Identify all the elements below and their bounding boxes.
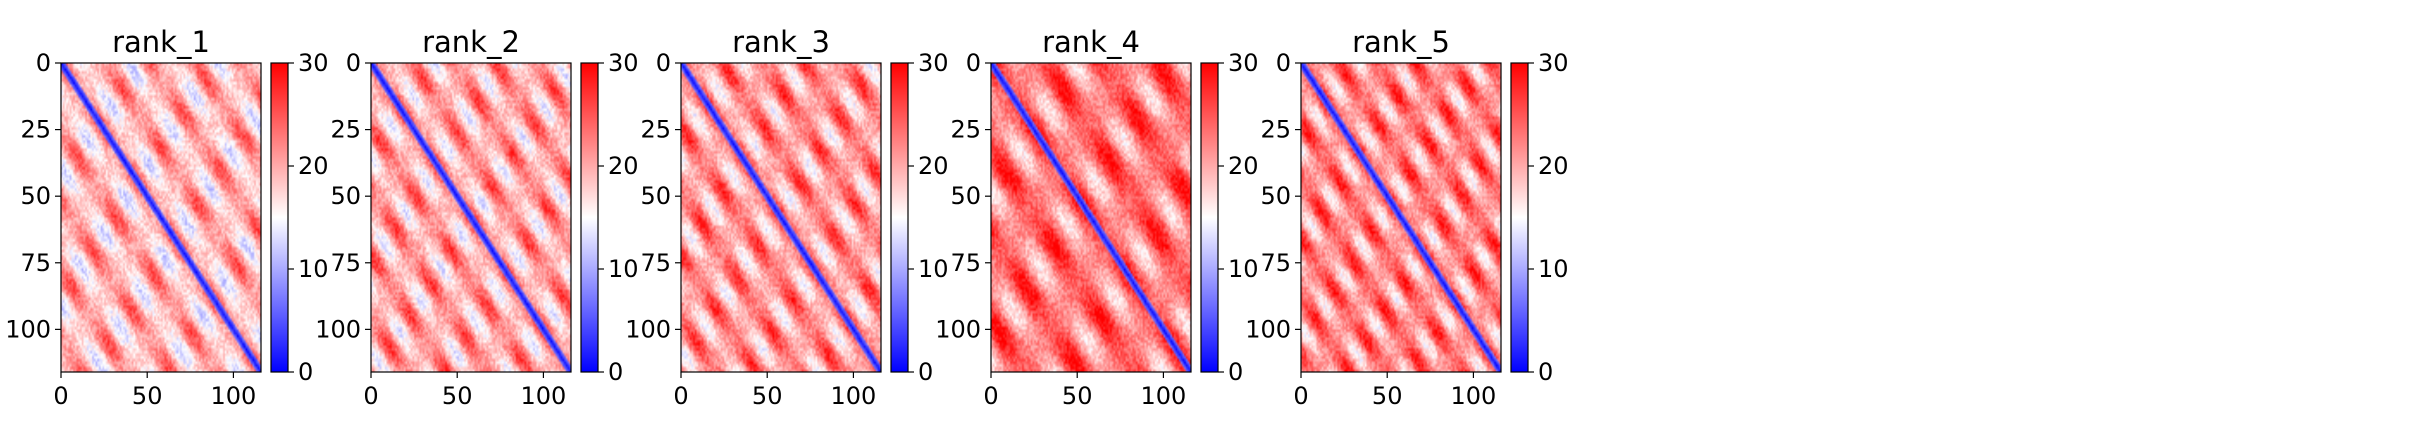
colorbar (1200, 62, 1219, 373)
x-tick-label: 0 (1293, 382, 1308, 410)
colorbar-tick-label: 10 (918, 255, 949, 283)
colorbar-tick-label: 0 (298, 358, 313, 386)
y-tick-label: 25 (330, 116, 361, 144)
panel-rank_1: rank_1 0 50 100 0 25 50 75 100 0 10 20 30 (5, 25, 328, 410)
heatmap-image (991, 63, 1191, 372)
y-tick-label: 75 (330, 249, 361, 277)
colorbar-tick-label: 20 (918, 152, 949, 180)
colorbar-tick-label: 10 (1228, 255, 1259, 283)
colorbar-tick-label: 20 (298, 152, 329, 180)
x-tick-label: 0 (673, 382, 688, 410)
x-tick-label: 100 (1451, 382, 1497, 410)
panel-rank_4: rank_4 0 50 100 0 25 50 75 100 0 10 20 30 (935, 25, 1258, 410)
heatmap-image (61, 63, 261, 372)
colorbar-tick-label: 30 (1538, 49, 1569, 77)
x-tick-label: 100 (1141, 382, 1187, 410)
colorbar (1510, 62, 1529, 373)
x-tick-label: 50 (132, 382, 163, 410)
plot-frame (680, 62, 882, 373)
x-tick-label: 100 (521, 382, 567, 410)
colorbar (580, 62, 599, 373)
colorbar-tick-label: 0 (608, 358, 623, 386)
panel-title: rank_2 (422, 25, 520, 59)
x-tick-label: 50 (442, 382, 473, 410)
y-tick-label: 25 (640, 116, 671, 144)
y-tick-label: 50 (20, 182, 51, 210)
y-tick-label: 100 (315, 315, 361, 343)
plot-frame (60, 62, 262, 373)
y-tick-label: 100 (935, 315, 981, 343)
y-tick-label: 0 (1276, 49, 1291, 77)
x-tick-label: 0 (363, 382, 378, 410)
y-tick-label: 50 (950, 182, 981, 210)
x-tick-label: 0 (53, 382, 68, 410)
x-tick-label: 100 (211, 382, 257, 410)
panel-rank_2: rank_2 0 50 100 0 25 50 75 100 0 10 20 30 (315, 25, 638, 410)
x-tick-label: 50 (752, 382, 783, 410)
y-tick-label: 100 (1245, 315, 1291, 343)
plot-frame (370, 62, 572, 373)
y-tick-label: 0 (656, 49, 671, 77)
heatmap-image (681, 63, 881, 372)
y-tick-label: 50 (330, 182, 361, 210)
y-tick-label: 25 (950, 116, 981, 144)
y-tick-label: 25 (20, 116, 51, 144)
colorbar-tick-label: 0 (1538, 358, 1553, 386)
x-tick-label: 0 (983, 382, 998, 410)
y-tick-label: 50 (640, 182, 671, 210)
y-tick-label: 25 (1260, 116, 1291, 144)
y-tick-label: 75 (1260, 249, 1291, 277)
panel-title: rank_1 (112, 25, 210, 59)
panel-title: rank_3 (732, 25, 830, 59)
x-tick-label: 100 (831, 382, 877, 410)
y-tick-label: 0 (346, 49, 361, 77)
colorbar-tick-label: 20 (1538, 152, 1569, 180)
y-tick-label: 75 (950, 249, 981, 277)
heatmap-image (1301, 63, 1501, 372)
colorbar-tick-label: 10 (1538, 255, 1569, 283)
y-tick-label: 100 (625, 315, 671, 343)
colorbar-tick-label: 30 (608, 49, 639, 77)
colorbar-tick-label: 30 (1228, 49, 1259, 77)
colorbar-tick-label: 0 (918, 358, 933, 386)
y-tick-label: 50 (1260, 182, 1291, 210)
panel-title: rank_5 (1352, 25, 1450, 59)
colorbar-tick-label: 10 (298, 255, 329, 283)
y-tick-label: 75 (20, 249, 51, 277)
y-tick-label: 0 (36, 49, 51, 77)
x-tick-label: 50 (1062, 382, 1093, 410)
y-tick-label: 75 (640, 249, 671, 277)
colorbar (270, 62, 289, 373)
plot-frame (990, 62, 1192, 373)
colorbar-tick-label: 0 (1228, 358, 1243, 386)
panel-title: rank_4 (1042, 25, 1140, 59)
y-tick-label: 100 (5, 315, 51, 343)
panel-rank_3: rank_3 0 50 100 0 25 50 75 100 0 10 20 30 (625, 25, 948, 410)
colorbar-tick-label: 30 (298, 49, 329, 77)
colorbar-tick-label: 30 (918, 49, 949, 77)
colorbar-tick-label: 20 (608, 152, 639, 180)
colorbar-tick-label: 20 (1228, 152, 1259, 180)
panel-rank_5: rank_5 0 50 100 0 25 50 75 100 0 10 20 30 (1245, 25, 1568, 410)
colorbar (890, 62, 909, 373)
heatmap-image (371, 63, 571, 372)
colorbar-tick-label: 10 (608, 255, 639, 283)
plot-frame (1300, 62, 1502, 373)
y-tick-label: 0 (966, 49, 981, 77)
x-tick-label: 50 (1372, 382, 1403, 410)
